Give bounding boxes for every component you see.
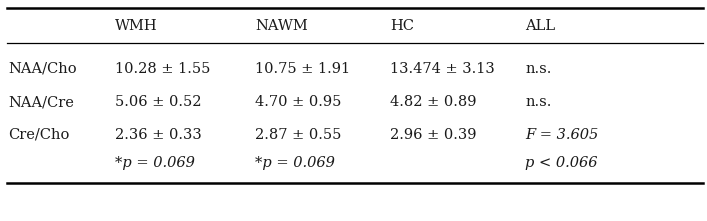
Text: NAWM: NAWM	[255, 19, 308, 33]
Text: ALL: ALL	[525, 19, 555, 33]
Text: *p = 0.069: *p = 0.069	[255, 156, 335, 170]
Text: HC: HC	[390, 19, 414, 33]
Text: n.s.: n.s.	[525, 95, 551, 109]
Text: 13.474 ± 3.13: 13.474 ± 3.13	[390, 62, 495, 76]
Text: 2.36 ± 0.33: 2.36 ± 0.33	[115, 128, 201, 142]
Text: WMH: WMH	[115, 19, 158, 33]
Text: p < 0.066: p < 0.066	[525, 156, 597, 170]
Text: 4.82 ± 0.89: 4.82 ± 0.89	[390, 95, 477, 109]
Text: 2.87 ± 0.55: 2.87 ± 0.55	[255, 128, 341, 142]
Text: 4.70 ± 0.95: 4.70 ± 0.95	[255, 95, 341, 109]
Text: *p = 0.069: *p = 0.069	[115, 156, 195, 170]
Text: Cre/Cho: Cre/Cho	[8, 128, 69, 142]
Text: 10.28 ± 1.55: 10.28 ± 1.55	[115, 62, 211, 76]
Text: 10.75 ± 1.91: 10.75 ± 1.91	[255, 62, 350, 76]
Text: NAA/Cre: NAA/Cre	[8, 95, 74, 109]
Text: 2.96 ± 0.39: 2.96 ± 0.39	[390, 128, 477, 142]
Text: F = 3.605: F = 3.605	[525, 128, 598, 142]
Text: n.s.: n.s.	[525, 62, 551, 76]
Text: 5.06 ± 0.52: 5.06 ± 0.52	[115, 95, 201, 109]
Text: NAA/Cho: NAA/Cho	[8, 62, 76, 76]
